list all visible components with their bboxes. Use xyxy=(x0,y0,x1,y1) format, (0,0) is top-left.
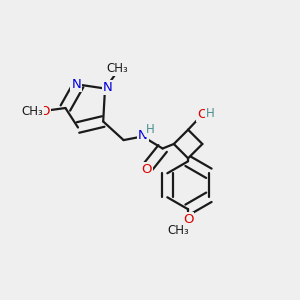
Text: CH₃: CH₃ xyxy=(168,224,189,237)
Text: O: O xyxy=(40,104,50,118)
Text: O: O xyxy=(142,163,152,176)
Text: H: H xyxy=(146,123,155,136)
Text: O: O xyxy=(183,213,194,226)
Text: N: N xyxy=(71,77,81,91)
Text: O: O xyxy=(198,108,208,121)
Text: N: N xyxy=(103,81,113,94)
Text: H: H xyxy=(206,107,215,120)
Text: N: N xyxy=(138,129,148,142)
Text: CH₃: CH₃ xyxy=(21,104,43,118)
Text: CH₃: CH₃ xyxy=(107,62,128,76)
